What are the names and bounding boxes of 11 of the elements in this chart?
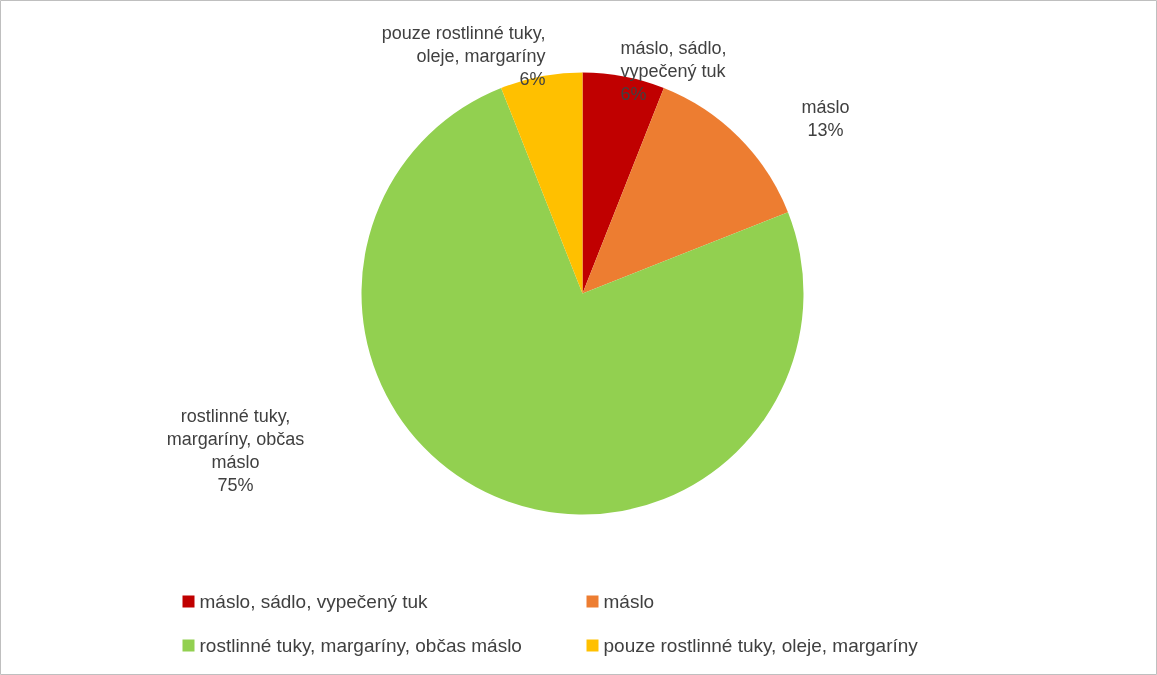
legend-label: pouze rostlinné tuky, oleje, margaríny	[603, 635, 919, 656]
data-label: 13%	[807, 120, 844, 140]
slice-label: pouze rostlinné tuky, oleje, margaríny	[381, 22, 546, 66]
slice-label: rostlinné tuky, margaríny, občas máslo	[166, 406, 305, 472]
slice-label: máslo, sádlo, vypečený tuk	[620, 37, 727, 81]
slice-label: máslo	[801, 97, 850, 117]
data-label: 75%	[217, 475, 254, 495]
legend-label: máslo, sádlo, vypečený tuk	[199, 591, 429, 612]
legend-label: máslo	[603, 591, 655, 612]
data-label: 6%	[620, 83, 647, 104]
legend-label: rostlinné tuky, margaríny, občas máslo	[199, 635, 522, 656]
